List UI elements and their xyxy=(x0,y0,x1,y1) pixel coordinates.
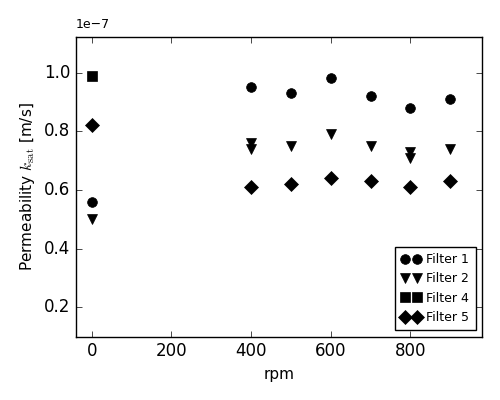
Filter 5 xyxy=(408,184,414,189)
Line: Filter 5: Filter 5 xyxy=(87,120,455,192)
Filter 5 xyxy=(89,123,95,128)
Filter 2 xyxy=(288,144,294,148)
Line: Filter 2: Filter 2 xyxy=(87,129,455,224)
Filter 1 xyxy=(447,96,453,101)
Legend: Filter 1, Filter 2, Filter 4, Filter 5: Filter 1, Filter 2, Filter 4, Filter 5 xyxy=(395,247,476,330)
Filter 2 xyxy=(368,144,374,148)
Filter 1 xyxy=(89,199,95,204)
Filter 5 xyxy=(447,179,453,184)
Filter 2 xyxy=(408,155,414,160)
Filter 2 xyxy=(248,146,254,151)
Filter 1 xyxy=(248,85,254,90)
Filter 2 xyxy=(447,146,453,151)
Line: Filter 1: Filter 1 xyxy=(87,74,455,206)
Filter 5 xyxy=(248,184,254,189)
Filter 2 xyxy=(89,217,95,222)
X-axis label: rpm: rpm xyxy=(264,367,294,382)
Filter 2 xyxy=(408,149,414,154)
Y-axis label: Permeability $k_{\mathrm{sat}}$ [m/s]: Permeability $k_{\mathrm{sat}}$ [m/s] xyxy=(18,102,37,271)
Filter 2 xyxy=(248,140,254,145)
Filter 2 xyxy=(328,132,334,136)
Filter 5 xyxy=(368,179,374,184)
Filter 1 xyxy=(368,94,374,98)
Filter 5 xyxy=(328,176,334,180)
Filter 1 xyxy=(408,105,414,110)
Filter 5 xyxy=(288,182,294,186)
Filter 1 xyxy=(288,91,294,96)
Text: 1e−7: 1e−7 xyxy=(76,18,110,32)
Filter 1 xyxy=(328,76,334,81)
